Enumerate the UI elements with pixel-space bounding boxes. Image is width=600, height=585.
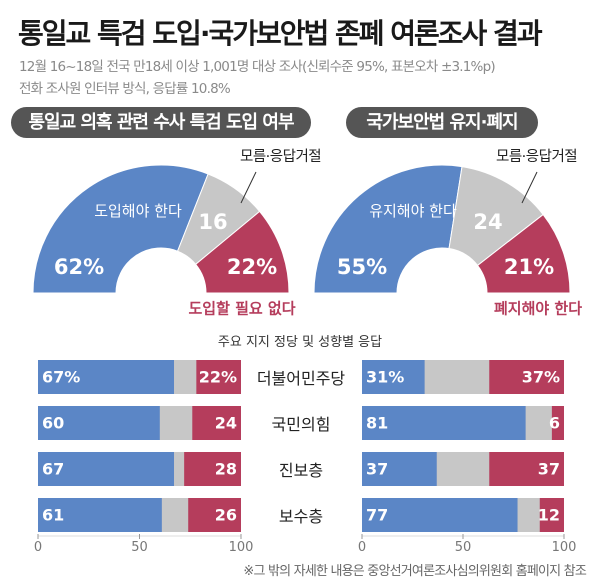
- bar-yes: [362, 452, 437, 486]
- bar-no: [196, 360, 241, 394]
- bar-value-no: 22%: [198, 367, 237, 387]
- bar-value-no: 12: [537, 505, 560, 525]
- tick-label: 0: [357, 540, 367, 555]
- bar-no: [551, 406, 564, 440]
- bar-value-no: 37: [537, 459, 560, 479]
- subtitle-line: 12월 16~18일 전국 만18세 이상 1,001명 대상 조사(신뢰수준 …: [19, 59, 496, 75]
- footnote: ※그 밖의 자세한 내용은 중앙선거여론조사심의위원회 홈페이지 참조: [243, 564, 586, 579]
- slice-label-unknown: 모름·응답거절: [240, 149, 322, 165]
- slice-value-yes: 62%: [53, 255, 105, 279]
- bar-no: [188, 498, 241, 532]
- page-title: 통일교 특검 도입·국가보안법 존폐 여론조사 결과: [18, 17, 543, 50]
- slice-label-no: 폐지해야 한다: [493, 299, 583, 318]
- slice-value-unknown: 16: [198, 210, 228, 234]
- donut-slice: [476, 213, 571, 294]
- category-label: 진보층: [278, 461, 324, 480]
- chart-title-special-counsel: 통일교 의혹 관련 수사 특검 도입 여부: [11, 107, 311, 138]
- bar-value-yes: 60: [42, 413, 65, 433]
- bar-yes: [362, 360, 425, 394]
- bar-yes: [38, 498, 162, 532]
- bar-no: [489, 360, 564, 394]
- bar-value-no: 26: [214, 505, 237, 525]
- tick-label: 100: [228, 540, 254, 555]
- bar-value-yes: 81: [366, 413, 389, 433]
- donut-slice: [32, 164, 209, 294]
- slice-value-no: 21%: [503, 255, 555, 279]
- bar-no: [192, 406, 241, 440]
- bar-no: [489, 452, 564, 486]
- category-label: 더불어민주당: [256, 369, 346, 388]
- tick-label: 100: [551, 540, 577, 555]
- donut-slice: [194, 210, 290, 294]
- bar-yes: [362, 498, 518, 532]
- bar-value-yes: 67%: [42, 367, 81, 387]
- slice-label-unknown: 모름·응답거절: [496, 149, 578, 165]
- bar-chart-title: 주요 지지 정당 및 성향별 응답: [217, 335, 383, 350]
- bar-yes: [38, 452, 175, 486]
- slice-value-unknown: 24: [473, 210, 503, 234]
- bar-value-yes: 31%: [366, 367, 405, 387]
- bar-value-no: 28: [214, 459, 237, 479]
- chart-title-security-law: 국가보안법 유지·폐지: [346, 107, 538, 138]
- slice-label-yes: 유지해야 한다: [369, 202, 457, 220]
- bar-yes: [38, 360, 175, 394]
- leader-line: [240, 171, 257, 204]
- bar-no: [184, 452, 241, 486]
- bar-value-no: 24: [214, 413, 237, 433]
- bar-yes: [38, 406, 160, 440]
- donut-slice: [313, 164, 463, 294]
- tick-label: 0: [33, 540, 43, 555]
- bar-no: [539, 498, 564, 532]
- slice-label-yes: 도입해야 한다: [94, 202, 182, 220]
- bar-value-no: 6: [548, 413, 560, 433]
- slice-value-yes: 55%: [336, 255, 388, 279]
- slice-value-no: 22%: [226, 255, 278, 279]
- subtitle-line: 전화 조사원 인터뷰 방식, 응답률 10.8%: [19, 81, 231, 97]
- bar-value-yes: 61: [42, 505, 65, 525]
- tick-label: 50: [454, 540, 472, 555]
- bar-value-yes: 37: [366, 459, 389, 479]
- bar-value-no: 37%: [521, 367, 560, 387]
- category-label: 보수층: [278, 507, 324, 526]
- tick-label: 50: [131, 540, 148, 555]
- bar-yes: [362, 406, 526, 440]
- leader-line: [521, 171, 538, 204]
- bar-value-yes: 77: [366, 505, 389, 525]
- category-label: 국민의힘: [271, 415, 331, 434]
- bar-value-yes: 67: [42, 459, 65, 479]
- slice-label-no: 도입할 필요 없다: [188, 299, 296, 318]
